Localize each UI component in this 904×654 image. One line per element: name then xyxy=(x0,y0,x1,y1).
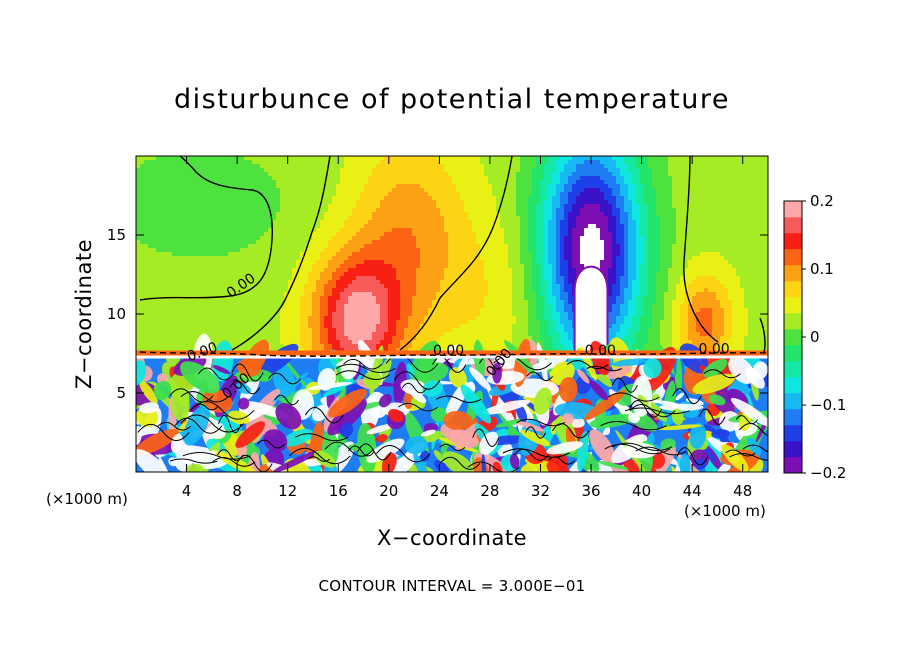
contour-label: 0.00 xyxy=(585,343,616,359)
contour-lines xyxy=(139,156,768,357)
colorbar-segment xyxy=(784,457,802,474)
boundary-layer-turbulence xyxy=(136,333,768,472)
x-tick-label: 16 xyxy=(329,482,348,500)
contour-label: 0.00 xyxy=(698,342,729,358)
colorbar-tick-label: 0.2 xyxy=(810,192,834,210)
y-tick-label: 5 xyxy=(116,384,126,402)
x-tick-label: 36 xyxy=(581,482,600,500)
colorbar-tick-label: −0.2 xyxy=(810,464,846,482)
x-unit-label-left: (×1000 m) xyxy=(46,490,128,508)
colorbar-segment xyxy=(784,345,802,362)
colorbar-segment xyxy=(784,377,802,394)
x-tick-label: 12 xyxy=(278,482,297,500)
colorbar-tick-label: −0.1 xyxy=(810,396,846,414)
colorbar-segment xyxy=(784,201,802,218)
x-tick-label: 28 xyxy=(480,482,499,500)
contour-interval-note: CONTOUR INTERVAL = 3.000E−01 xyxy=(318,577,586,595)
colorbar-segment xyxy=(784,313,802,330)
colorbar-segment xyxy=(784,281,802,298)
colorbar-tick-label: 0 xyxy=(810,328,820,346)
x-tick-label: 40 xyxy=(632,482,651,500)
contour-line xyxy=(231,156,331,351)
colorbar-segment xyxy=(784,297,802,314)
colorbar-segment xyxy=(784,249,802,266)
chart-title: disturbunce of potential temperature xyxy=(174,84,730,115)
colorbar-segment xyxy=(784,425,802,442)
x-tick-label: 20 xyxy=(379,482,398,500)
y-tick-label: 10 xyxy=(107,305,126,323)
temperature-field xyxy=(136,156,768,357)
contour-line xyxy=(139,156,273,301)
colorbar: −0.2 −0.1 0 0.1 0.2 xyxy=(783,192,846,482)
colorbar-segment xyxy=(784,393,802,410)
colorbar-segment xyxy=(784,233,802,250)
contour-line xyxy=(759,317,766,353)
contour-label: 0.00 xyxy=(433,343,464,359)
colorbar-segment xyxy=(784,265,802,282)
colorbar-segment xyxy=(784,361,802,378)
x-tick-label: 48 xyxy=(733,482,752,500)
colorbar-segment xyxy=(784,329,802,346)
x-tick-label: 4 xyxy=(182,482,192,500)
colorbar-segment xyxy=(784,217,802,234)
colorbar-segment xyxy=(784,409,802,426)
y-axis-label: Z−coordinate xyxy=(72,239,96,389)
x-tick-label: 44 xyxy=(683,482,702,500)
y-tick-label: 15 xyxy=(107,226,126,244)
plot-area: 0.000.000.000.00 0.00 0.000.00 xyxy=(136,156,768,472)
x-unit-label-right: (×1000 m) xyxy=(684,502,766,520)
contour-line xyxy=(683,156,719,343)
x-tick-label: 24 xyxy=(430,482,449,500)
colorbar-segment xyxy=(784,441,802,458)
colorbar-tick-label: 0.1 xyxy=(810,260,834,278)
x-tick-label: 32 xyxy=(531,482,550,500)
x-tick-label: 8 xyxy=(232,482,242,500)
cold-plume-core xyxy=(573,265,609,353)
x-axis-label: X−coordinate xyxy=(377,526,527,550)
contour-line xyxy=(399,156,513,351)
